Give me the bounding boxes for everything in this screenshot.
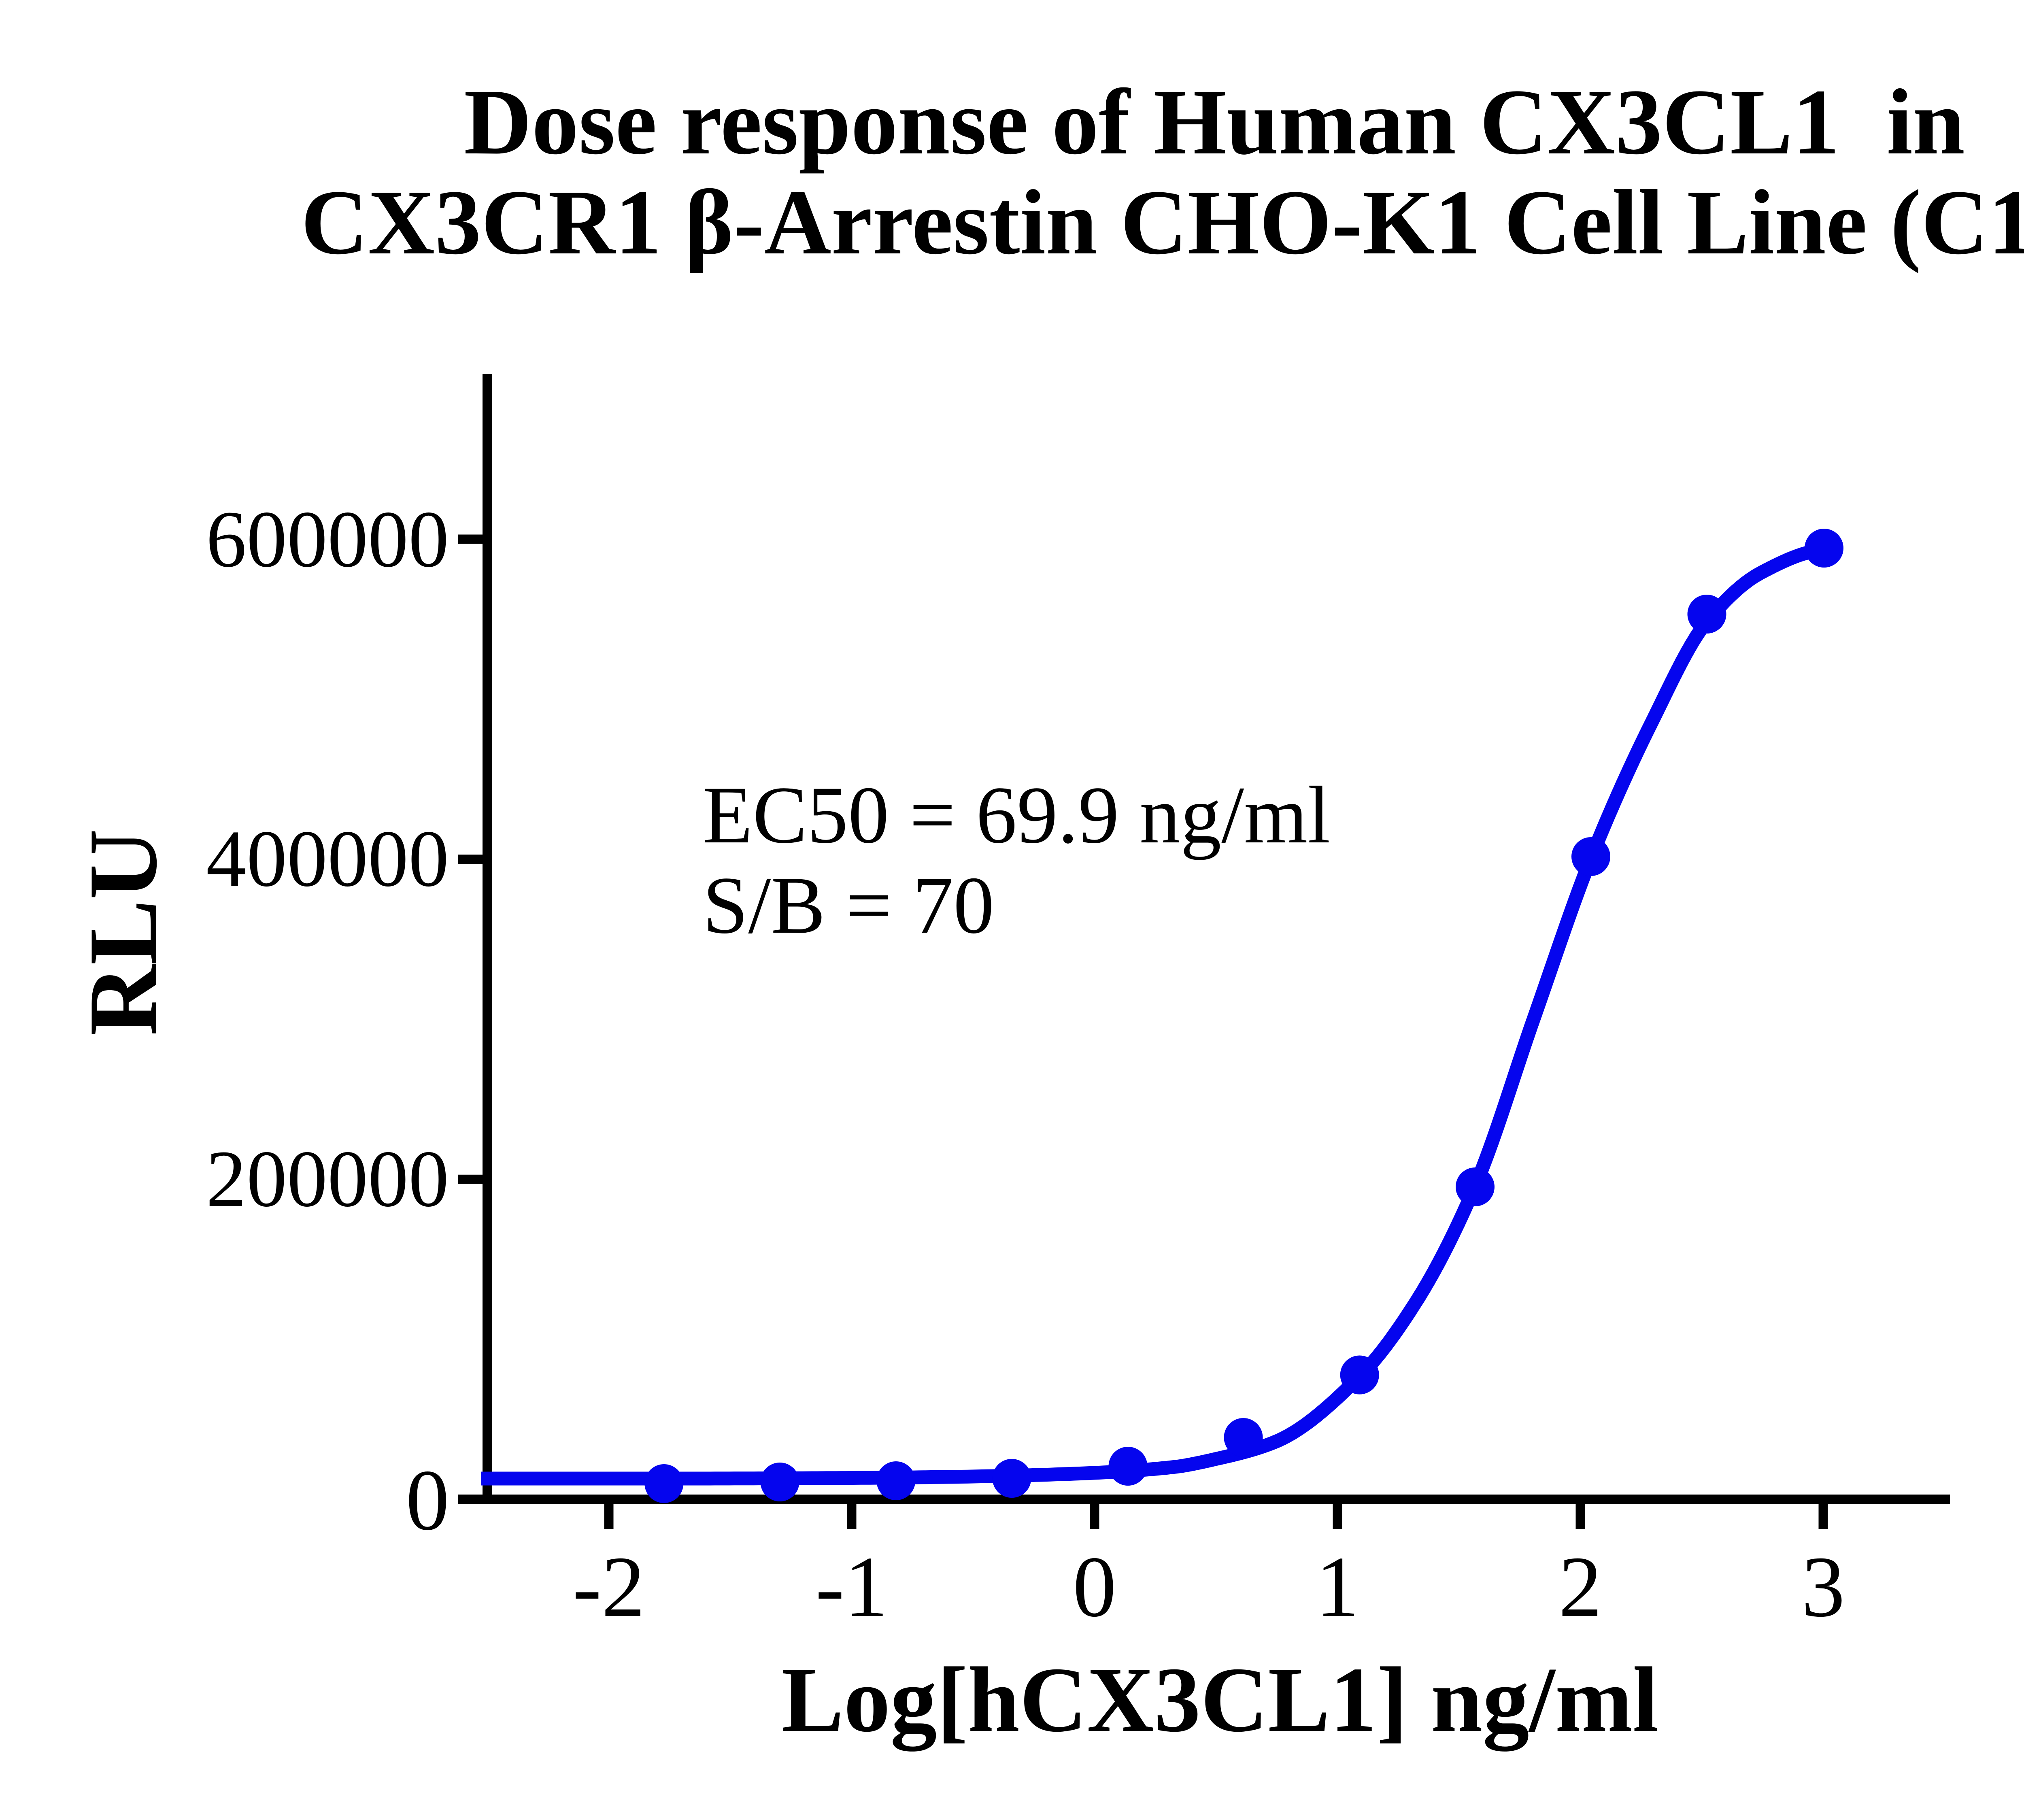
svg-text:-2: -2 (572, 1538, 645, 1635)
svg-text:1: 1 (1316, 1538, 1359, 1635)
svg-text:-1: -1 (815, 1538, 888, 1635)
svg-text:600000: 600000 (206, 495, 449, 584)
svg-text:EC50 = 69.9 ng/ml: EC50 = 69.9 ng/ml (703, 770, 1330, 860)
svg-text:Dose response of Human CX3CL1: Dose response of Human CX3CL1 in (464, 70, 1965, 174)
svg-text:CX3CR1 β-Arrestin CHO-K1 Cell: CX3CR1 β-Arrestin CHO-K1 Cell Line (C13) (301, 171, 2024, 274)
svg-text:2: 2 (1558, 1538, 1602, 1635)
svg-text:0: 0 (1073, 1538, 1116, 1635)
svg-text:Log[hCX3CL1] ng/ml: Log[hCX3CL1] ng/ml (782, 1648, 1658, 1752)
svg-text:3: 3 (1801, 1538, 1845, 1635)
svg-text:0: 0 (406, 1452, 450, 1548)
svg-text:200000: 200000 (206, 1134, 449, 1224)
svg-text:400000: 400000 (206, 814, 449, 904)
svg-text:S/B = 70: S/B = 70 (703, 860, 994, 950)
svg-text:RLU: RLU (69, 829, 177, 1036)
